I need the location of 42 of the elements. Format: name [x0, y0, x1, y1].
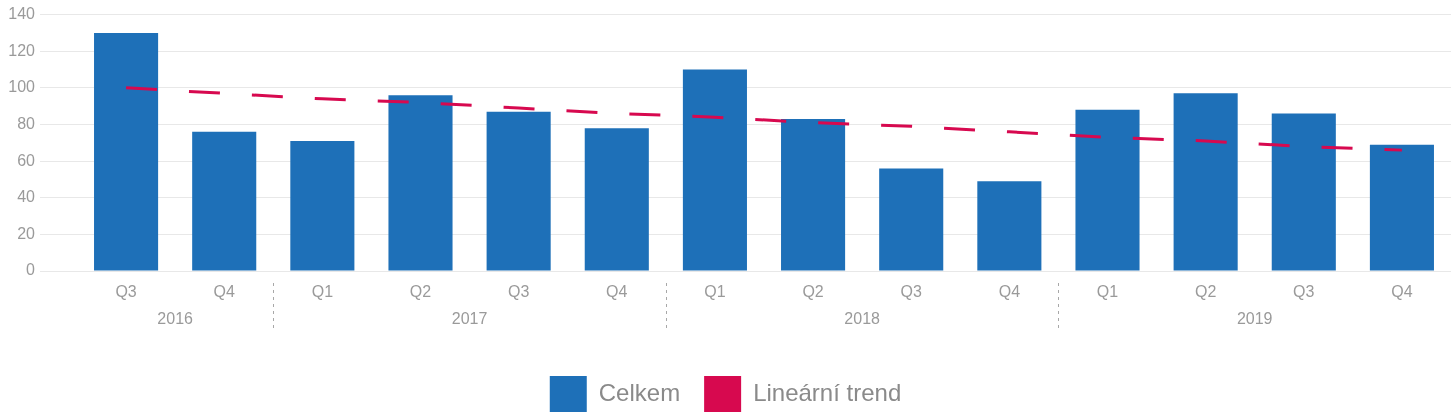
y-tick-label: 20	[17, 224, 36, 242]
x-tick-label: Q3	[1293, 283, 1315, 301]
bar	[1369, 144, 1434, 271]
bar	[94, 32, 159, 271]
y-tick-label: 80	[17, 114, 36, 132]
x-tick-label: Q4	[998, 283, 1021, 301]
bar	[486, 111, 551, 271]
x-tick-label: Q1	[704, 283, 726, 301]
bar	[584, 128, 649, 271]
y-tick-label: 100	[8, 78, 36, 96]
legend-label: Lineární trend	[753, 378, 902, 406]
bar	[781, 118, 846, 271]
x-tick-label: Q4	[606, 283, 628, 301]
bar	[1075, 109, 1140, 271]
bar	[192, 131, 257, 271]
bar	[1271, 113, 1336, 271]
bar	[682, 69, 747, 271]
x-tick-label: Q3	[507, 283, 530, 301]
x-tick-label: Q2	[1194, 283, 1217, 301]
text: 2018	[844, 310, 881, 328]
y-tick-label: 0	[26, 261, 36, 279]
x-tick-label: Q2	[409, 283, 432, 301]
x-tick-label: Q1	[1096, 283, 1119, 301]
x-tick-label: Q1	[311, 283, 334, 301]
y-tick-label: 60	[17, 151, 36, 169]
x-tick-label: Q4	[1391, 283, 1413, 301]
x-tick-label: Q4	[213, 283, 235, 301]
legend-label: Celkem	[598, 378, 681, 406]
x-tick-label: Q3	[900, 283, 922, 301]
y-tick-label: 140	[8, 5, 36, 23]
bar	[977, 181, 1042, 271]
text: 2019	[1236, 310, 1273, 328]
bar	[1173, 93, 1238, 271]
y-tick-label: 120	[8, 41, 36, 59]
text: 2016	[157, 310, 194, 328]
y-tick-label: 40	[17, 188, 36, 206]
bar	[290, 140, 355, 271]
text: 2017	[451, 310, 488, 328]
x-tick-label: Q3	[115, 283, 137, 301]
bar	[388, 95, 453, 271]
bar	[879, 168, 944, 271]
x-tick-label: Q2	[802, 283, 824, 301]
